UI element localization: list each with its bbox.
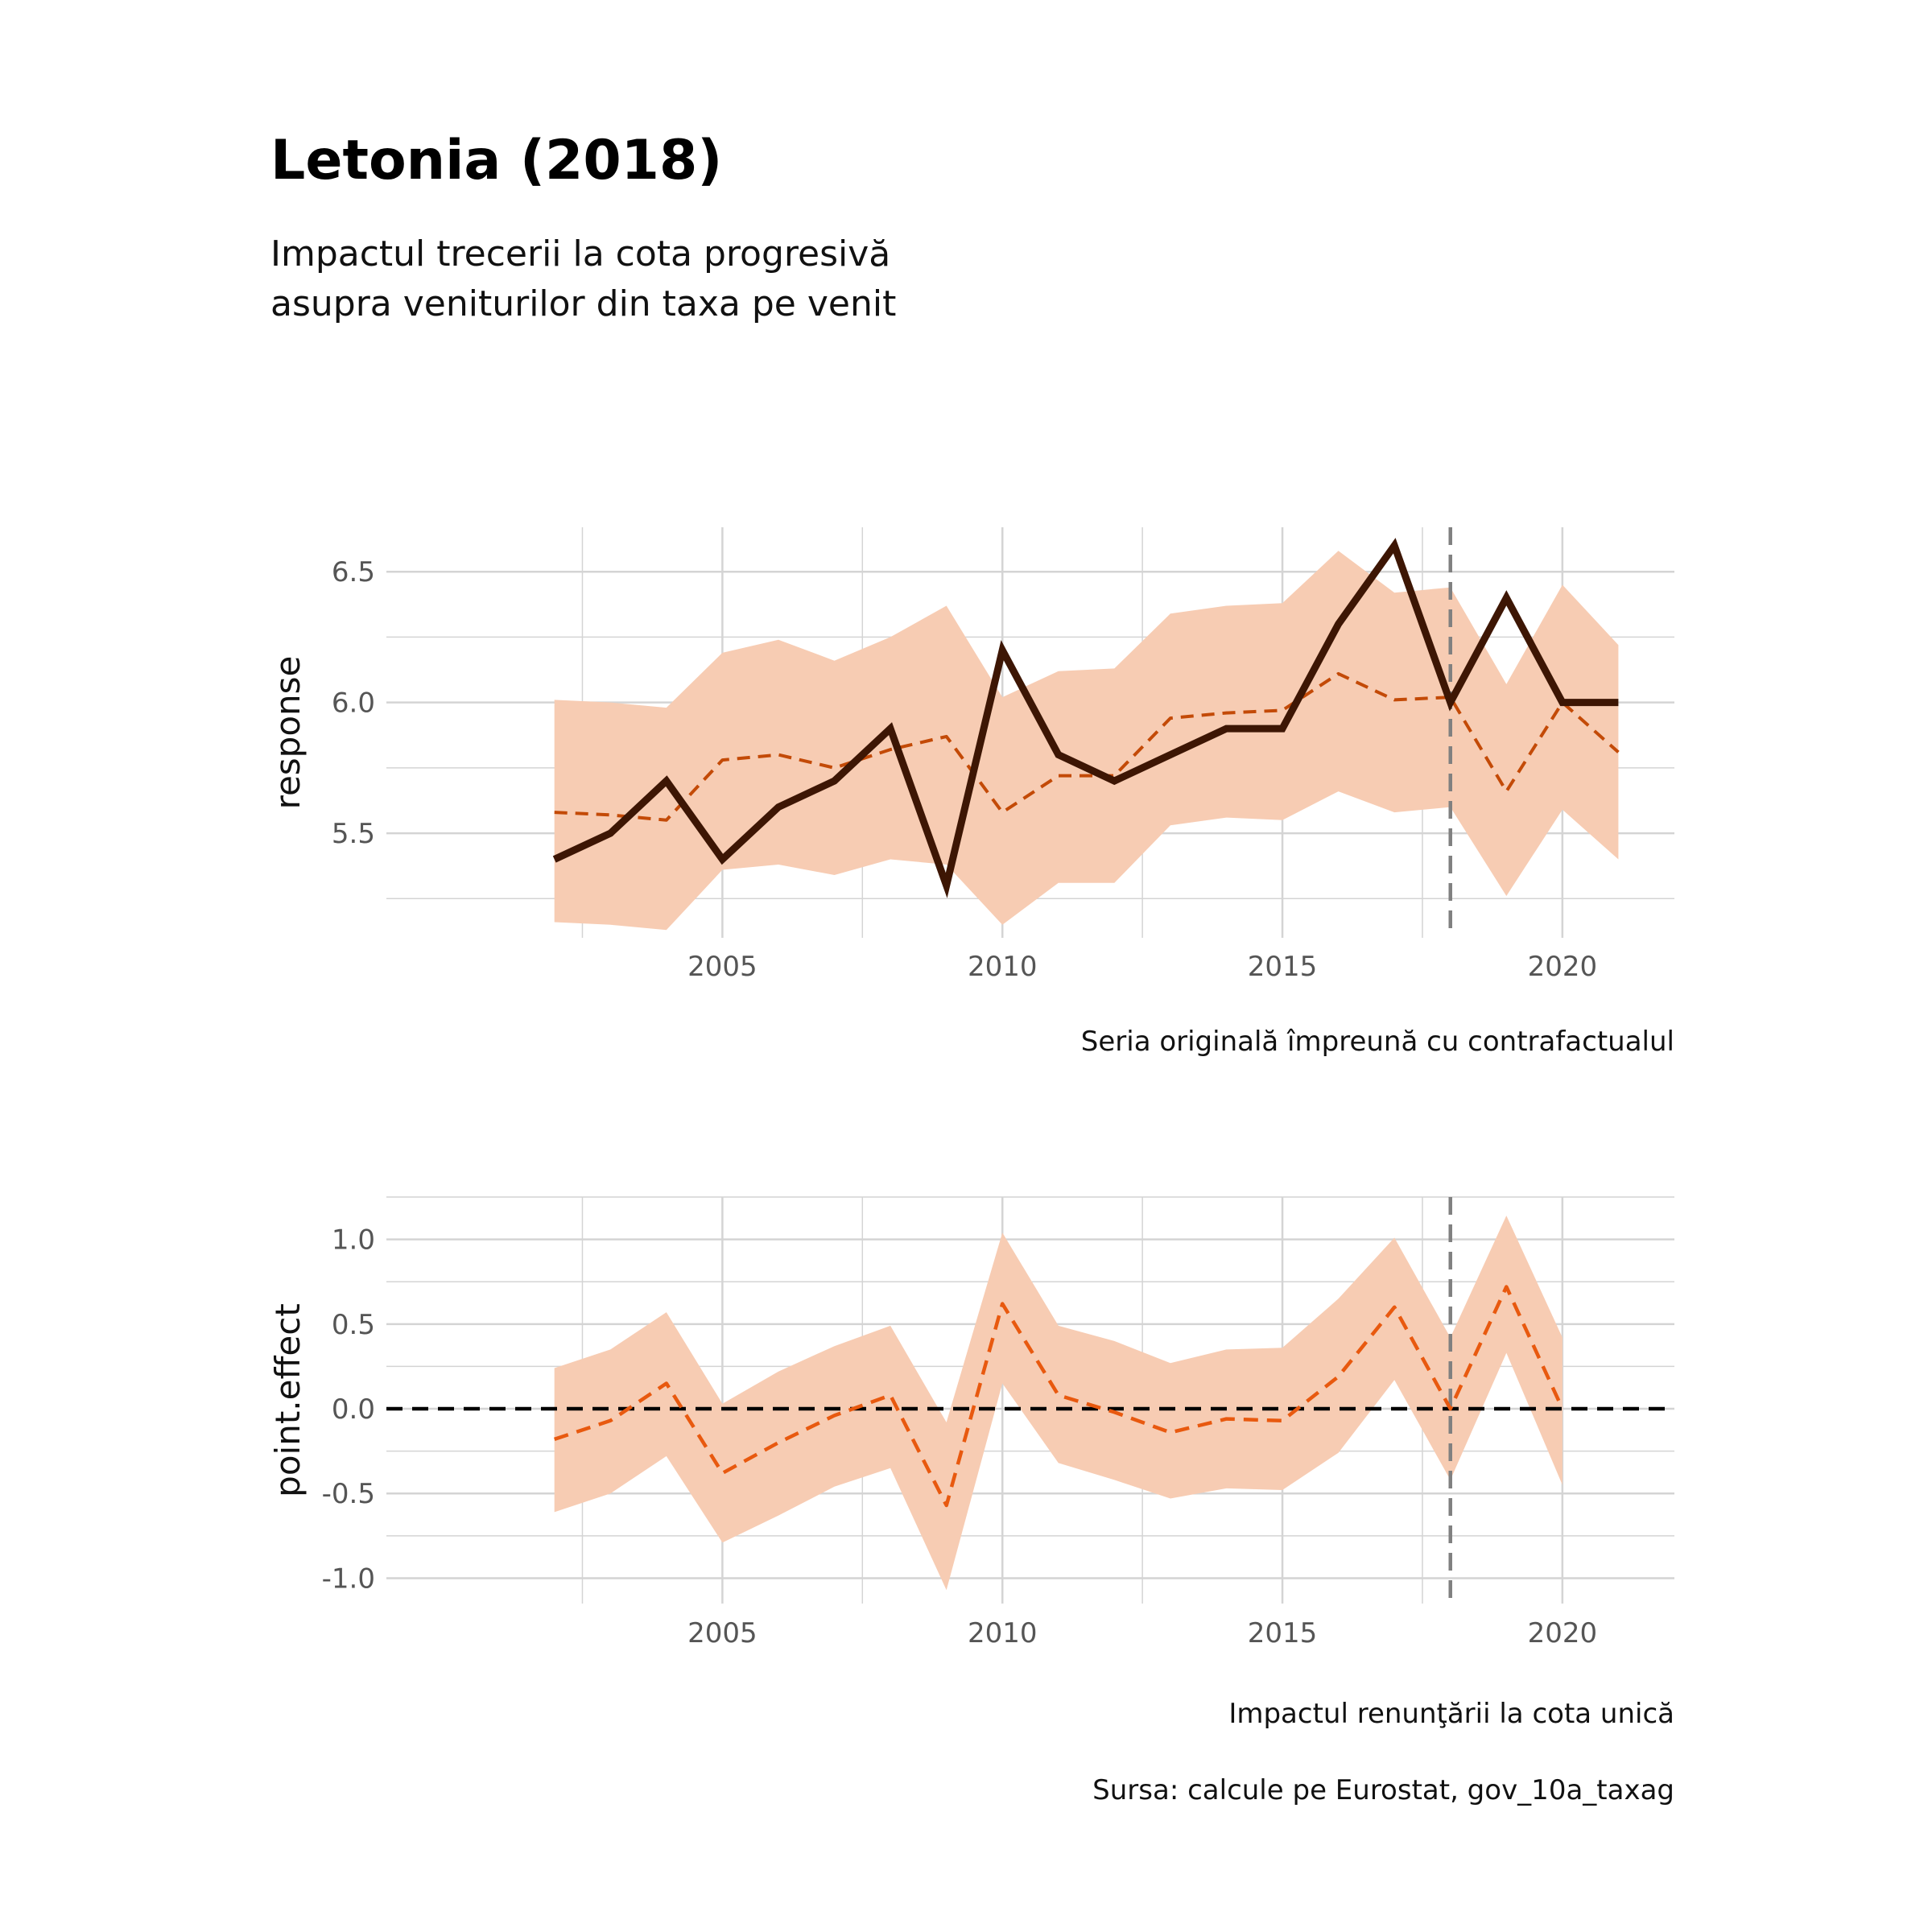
observed-line: [552, 538, 1619, 898]
panel-1: 2005 2010 2015 2020 5.5 6.0 6.5 response Seria o…: [268, 527, 1674, 1058]
y-tick-label: 6.0: [332, 687, 375, 720]
panel-caption: Seria originală împreună cu contrafactua…: [1081, 1026, 1674, 1058]
point-effect-line: [553, 1285, 1564, 1508]
y-tick-label: -1.0: [322, 1563, 375, 1595]
x-tick-label: 2010: [968, 1617, 1038, 1649]
y-tick-label: 0.5: [332, 1309, 375, 1341]
counterfactual-line: [554, 671, 1620, 822]
chart-subtitle-line-1: Impactul trecerii la cota progresivă: [270, 233, 890, 275]
y-tick-label: 6.5: [332, 556, 375, 588]
y-tick-label: 1.0: [332, 1224, 375, 1257]
x-tick-label: 2005: [687, 951, 758, 983]
panel-caption: Impactul renunţării la cota unică: [1228, 1698, 1674, 1730]
x-tick-label: 2005: [687, 1617, 758, 1649]
y-tick-label: -0.5: [322, 1478, 375, 1510]
source-note: Sursa: calcule pe Eurostat, gov_10a_taxa…: [1092, 1774, 1674, 1806]
chart-subtitle-line-2: asupra veniturilor din taxa pe venit: [270, 283, 896, 324]
y-tick-label: 5.5: [332, 818, 375, 850]
x-tick-label: 2015: [1248, 951, 1318, 983]
x-tick-label: 2020: [1528, 951, 1598, 983]
interval-band: [554, 1216, 1563, 1591]
x-tick-label: 2015: [1248, 1617, 1318, 1649]
y-axis-title: point.effect: [268, 1303, 308, 1497]
x-tick-label: 2010: [968, 951, 1038, 983]
x-tick-label: 2020: [1528, 1617, 1598, 1649]
interval-band: [554, 551, 1619, 931]
chart-title: Letonia (2018): [270, 129, 722, 192]
chart-panels: 2005 2010 2015 2020 5.5 6.0 6.5 response Seria o…: [268, 527, 1674, 1730]
panel-2: 2005 2010 2015 2020 -1.0 -0.5 0.0 0.5 1.0 point.e…: [268, 1196, 1674, 1730]
y-axis-title: response: [268, 656, 308, 810]
y-tick-label: 0.0: [332, 1393, 375, 1426]
